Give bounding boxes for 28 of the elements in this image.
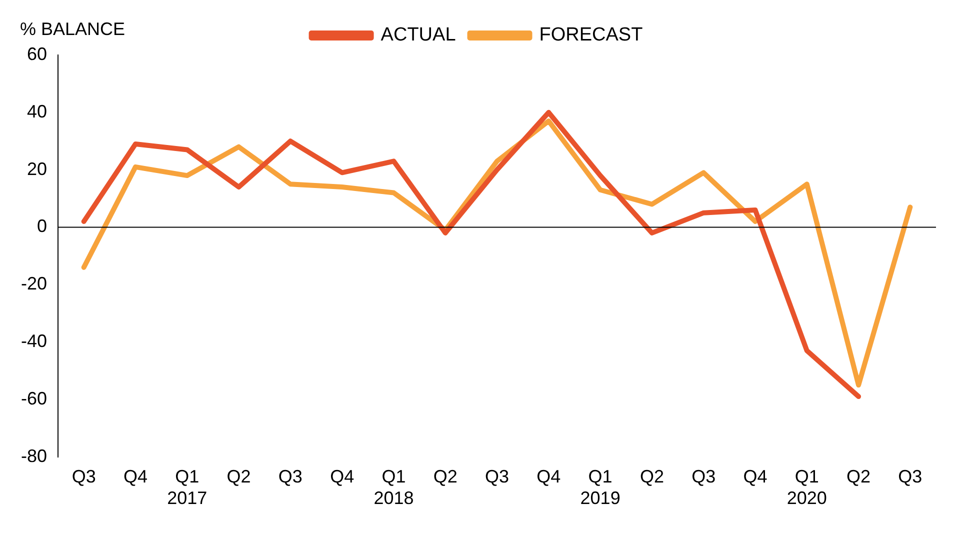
x-tick-label: Q1 2017 [167,466,208,508]
x-tick-label: Q3 [278,466,302,487]
x-tick-label: Q2 [433,466,458,487]
y-tick-label: 60 [26,44,48,64]
x-tick-label: Q2 [846,466,871,487]
y-tick-label: 40 [26,101,48,122]
x-tick-label: Q3 [485,466,510,487]
x-tick-label: Q1 2020 [786,466,827,508]
x-tick-label: Q1 2018 [374,466,414,508]
x-tick-label: Q3 [72,466,96,487]
y-tick-label: 20 [26,158,48,179]
x-tick-label: Q4 [743,466,768,487]
x-tick-label: Q4 [123,466,148,487]
x-tick-label: Q4 [330,466,354,487]
x-tick-label: Q4 [536,466,561,487]
x-tick-label: Q3 [692,466,716,487]
x-tick-label: Q3 [898,466,922,487]
y-tick-label: 0 [37,216,48,236]
y-axis-title: % BALANCE [20,18,126,39]
x-tick-label: Q1 2019 [580,466,620,508]
y-tick-label: -40 [21,330,48,351]
x-tick-label: Q2 [640,466,664,487]
y-tick-label: -80 [21,446,48,466]
x-tick-label: Q2 [226,466,251,487]
legend-label: FORECAST [539,24,644,46]
y-tick-label: -60 [21,388,48,408]
legend-label: ACTUAL [380,24,456,46]
y-tick-label: -20 [21,274,48,294]
